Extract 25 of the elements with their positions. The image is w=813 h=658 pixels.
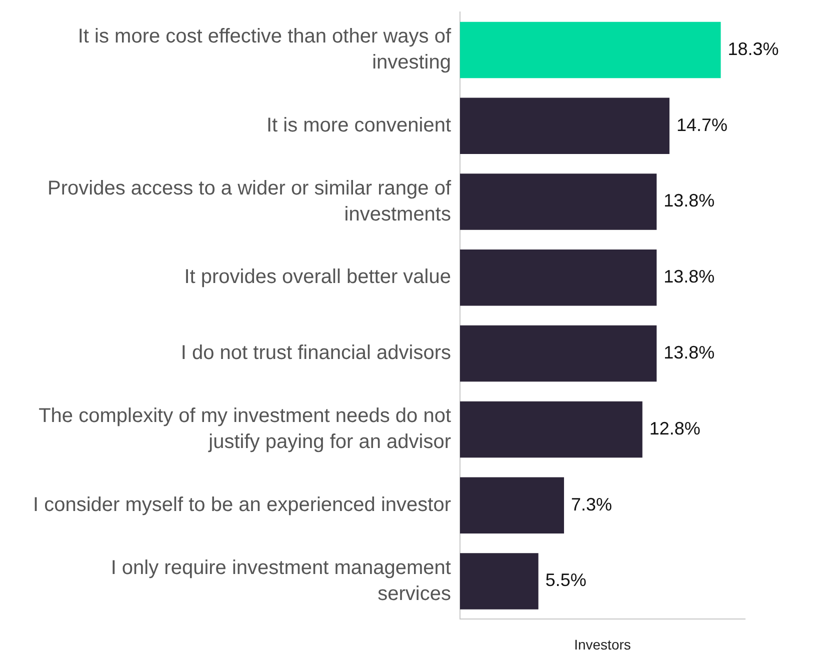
y-tick-label: It is more convenient: [266, 114, 452, 136]
bar: [460, 250, 657, 306]
data-label: 7.3%: [571, 494, 612, 514]
data-label: 13.8%: [664, 190, 715, 211]
x-axis-title: Investors: [574, 636, 631, 652]
data-label: 14.7%: [676, 114, 728, 135]
y-tick-label: It provides overall better value: [184, 266, 451, 288]
y-tick-label: It is more cost effective than other ways of investing: [78, 25, 452, 74]
bar: [460, 98, 670, 154]
y-tick-label: I consider myself to be an experienced investor: [33, 494, 452, 516]
data-label: 13.8%: [664, 342, 715, 363]
y-tick-label: The complexity of my investment needs do not justify paying for an advisor: [38, 404, 452, 453]
y-tick-label: I do not trust financial advisors: [180, 342, 451, 364]
data-label: 18.3%: [728, 38, 779, 59]
bar: [460, 325, 657, 382]
y-tick-label: Provides access to a wider or similar range of investments: [48, 177, 452, 226]
data-label: 5.5%: [545, 570, 586, 590]
bar: [460, 553, 538, 610]
y-tick-label: I only require investment management services: [110, 556, 452, 605]
data-label: 12.8%: [649, 418, 700, 438]
bar: [460, 174, 657, 230]
bar: [460, 401, 642, 458]
bar: [460, 477, 564, 534]
data-label: 13.8%: [664, 266, 715, 287]
bar: [460, 22, 721, 78]
